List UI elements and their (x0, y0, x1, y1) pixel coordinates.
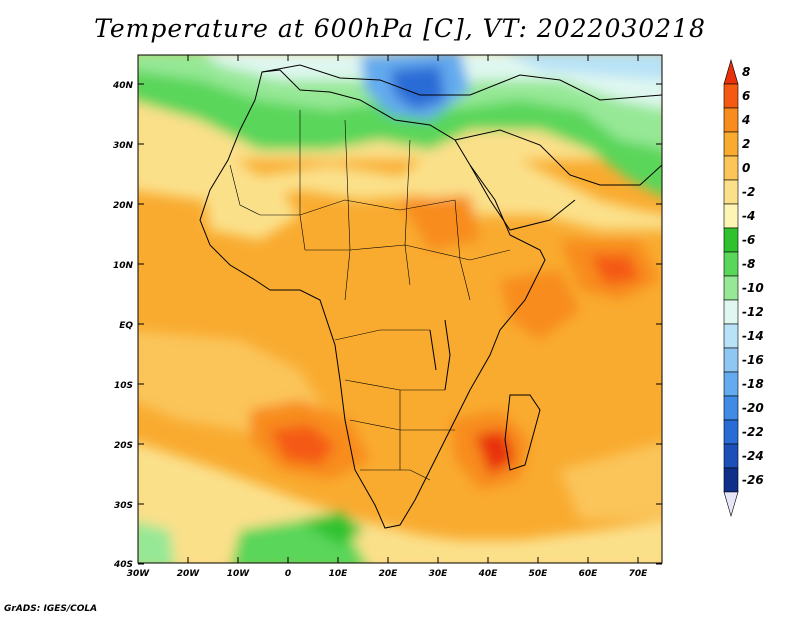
colorbar-label-m14: -14 (742, 329, 764, 343)
colorbar-label-6: 6 (742, 89, 750, 103)
colorbar-swatch (723, 371, 739, 397)
colorbar-label-4: 4 (741, 113, 750, 127)
colorbar-swatch (723, 58, 739, 85)
colorbar-swatch (723, 347, 739, 373)
lon-label-50e: 50E (529, 569, 549, 579)
colorbar-label-0: 0 (742, 161, 750, 175)
colorbar-labels: 8 6 4 2 0 -2 -4 -6 -8 -10 -12 -14 -16 -1… (741, 65, 764, 487)
lat-label-40s: 40S (113, 560, 133, 570)
colorbar-swatch (723, 83, 739, 109)
temperature-field (138, 55, 662, 563)
chart-title: Temperature at 600hPa [C], VT: 202203021… (94, 14, 706, 43)
colorbar-swatch (723, 131, 739, 157)
colorbar (723, 58, 739, 518)
colorbar-label-m2: -2 (742, 185, 755, 199)
colorbar-swatch (723, 323, 739, 349)
colorbar-swatch (723, 251, 739, 277)
colorbar-swatch (723, 275, 739, 301)
axis-ticks (137, 55, 662, 565)
lat-label-40n: 40N (112, 81, 134, 91)
colorbar-swatch (723, 419, 739, 445)
longitude-labels: 30W 20W 10W 0 10E 20E 30E 40E 50E 60E 70… (127, 569, 648, 579)
colorbar-label-m4: -4 (742, 209, 755, 223)
colorbar-label-m26: -26 (742, 473, 764, 487)
lon-label-0: 0 (285, 569, 291, 579)
colorbar-swatch (723, 395, 739, 421)
lon-label-70e: 70E (629, 569, 649, 579)
lon-label-30e: 30E (429, 569, 449, 579)
colorbar-label-m6: -6 (742, 233, 755, 247)
lat-label-10n: 10N (113, 261, 134, 271)
colorbar-swatch (723, 227, 739, 253)
lon-label-60e: 60E (579, 569, 599, 579)
lon-label-10w: 10W (227, 569, 251, 579)
colorbar-label-8: 8 (742, 65, 750, 79)
latitude-labels: 40N 30N 20N 10N EQ 10S 20S 30S 40S (112, 81, 134, 570)
lon-label-10e: 10E (329, 569, 349, 579)
colorbar-label-2: 2 (742, 137, 750, 151)
lat-label-30n: 30N (113, 141, 134, 151)
lon-label-40e: 40E (478, 569, 499, 579)
lat-label-eq: EQ (119, 321, 133, 331)
colorbar-swatch (723, 467, 739, 493)
colorbar-swatch (723, 155, 739, 181)
colorbar-label-m16: -16 (742, 353, 764, 367)
colorbar-swatch (723, 107, 739, 133)
colorbar-swatch (723, 491, 739, 518)
lat-label-20n: 20N (113, 201, 134, 211)
colorbar-label-m22: -22 (742, 425, 764, 439)
colorbar-label-m24: -24 (742, 449, 764, 463)
colorbar-label-m20: -20 (742, 401, 764, 415)
coastlines (199, 64, 662, 529)
grads-credit: GrADS: IGES/COLA (4, 604, 98, 614)
country-borders (229, 110, 511, 481)
lat-label-30s: 30S (114, 501, 133, 511)
colorbar-label-m10: -10 (742, 281, 764, 295)
colorbar-swatch (723, 299, 739, 325)
colorbar-swatch (723, 443, 739, 469)
lat-label-20s: 20S (114, 441, 133, 451)
colorbar-swatch (723, 203, 739, 229)
lon-label-20w: 20W (177, 569, 201, 579)
lat-label-10s: 10S (114, 381, 133, 391)
colorbar-swatch (723, 179, 739, 205)
lon-label-20e: 20E (379, 569, 399, 579)
colorbar-label-m18: -18 (742, 377, 764, 391)
colorbar-label-m12: -12 (742, 305, 764, 319)
colorbar-label-m8: -8 (742, 257, 755, 271)
lon-label-30w: 30W (127, 569, 151, 579)
map-frame (137, 54, 663, 564)
